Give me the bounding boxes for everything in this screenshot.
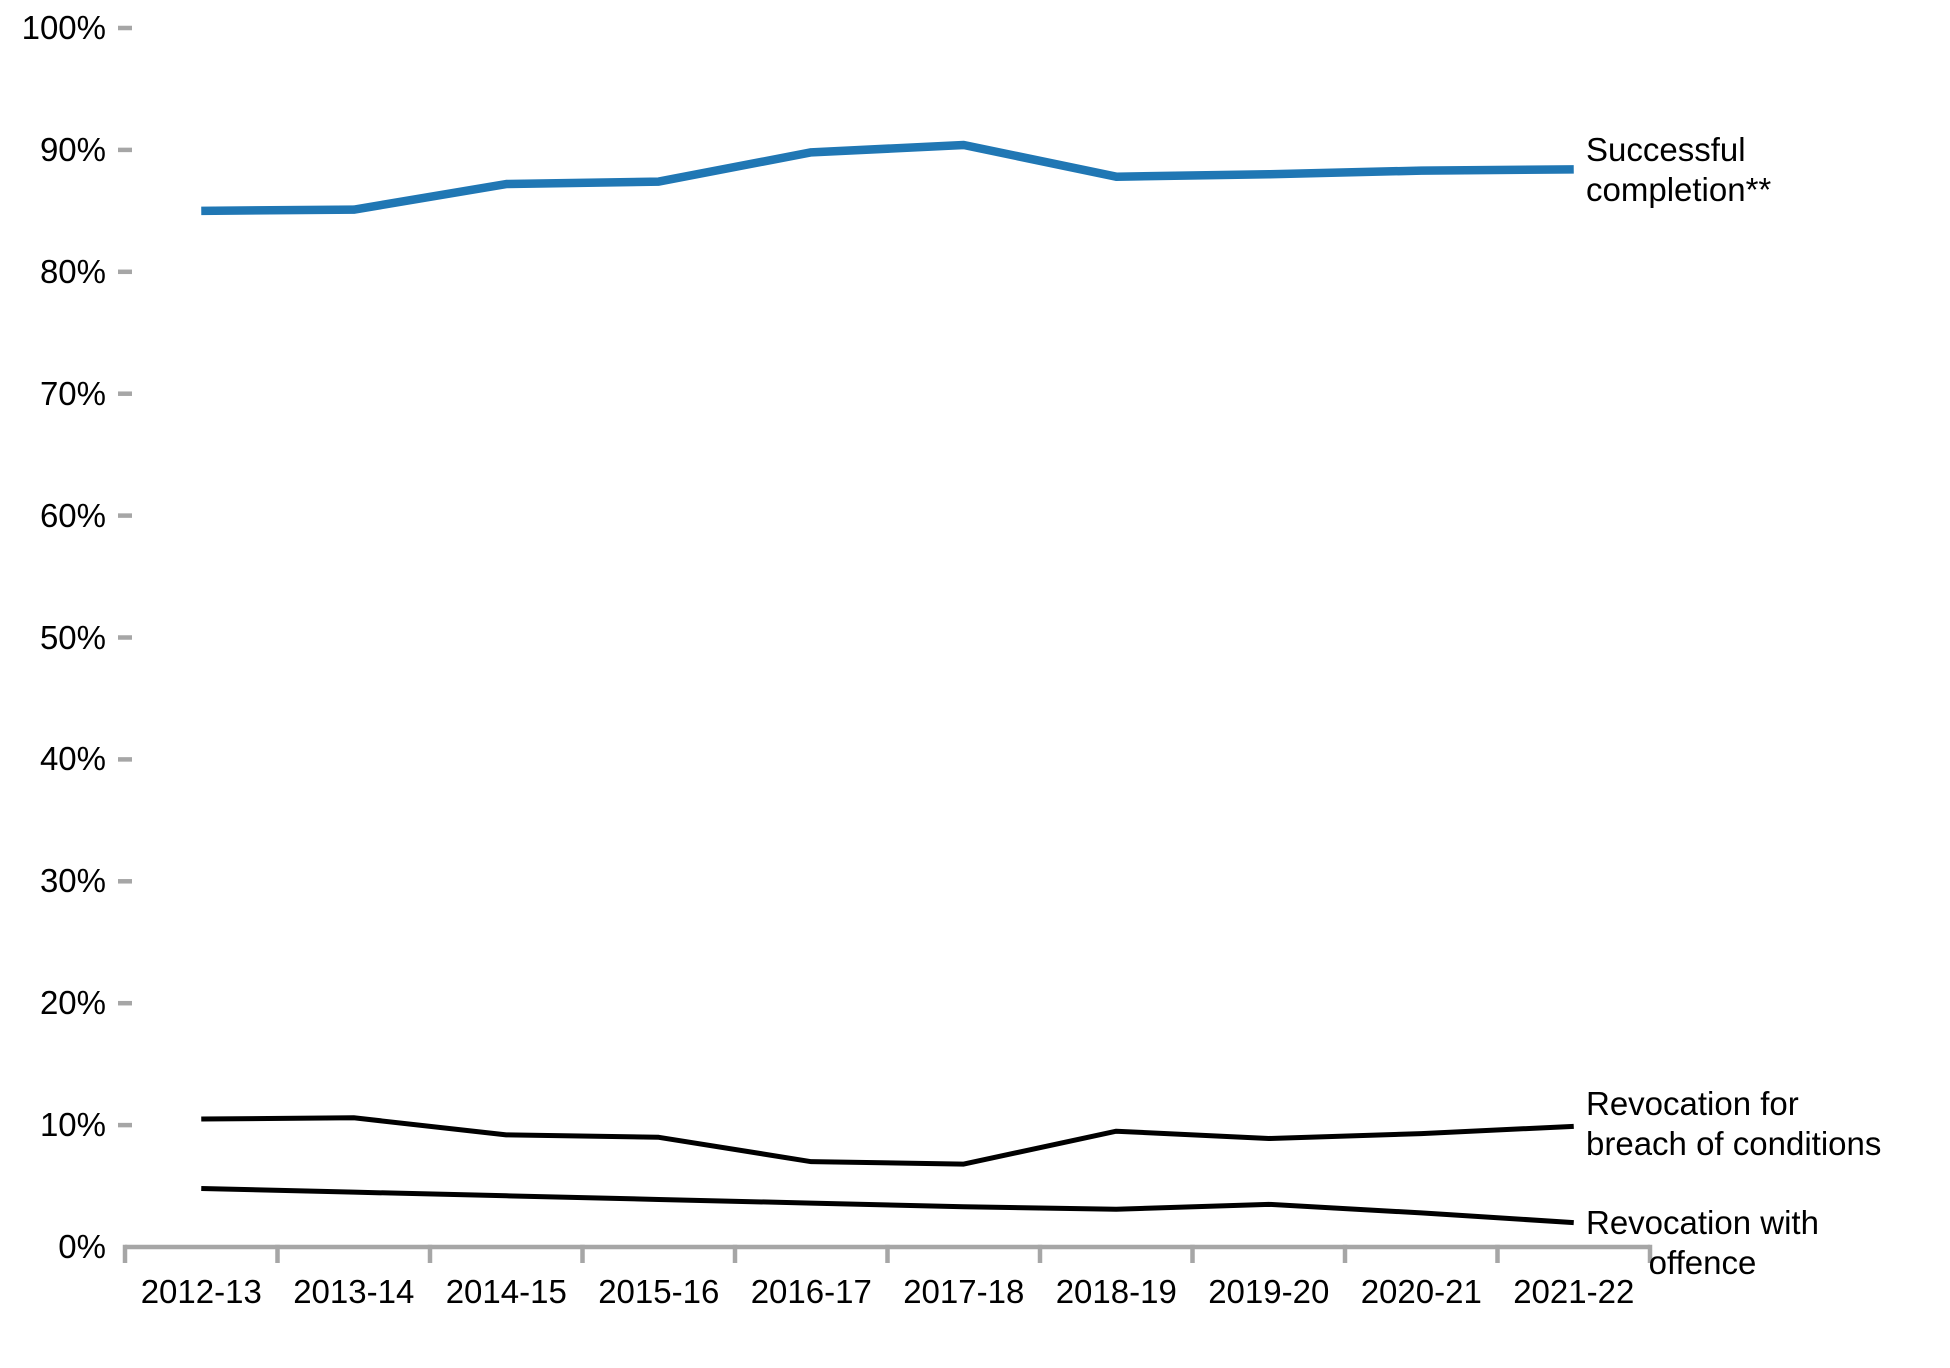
y-axis-tick — [118, 1000, 132, 1006]
x-tick-label-2015-16: 2015-16 — [598, 1273, 720, 1310]
x-tick-label-2017-18: 2017-18 — [903, 1273, 1025, 1310]
y-axis-tick — [118, 147, 132, 153]
x-tick-label-2021-22: 2021-22 — [1513, 1273, 1635, 1310]
y-tick-label-40pct: 40% — [39, 740, 106, 778]
x-tick-label-2018-19: 2018-19 — [1055, 1273, 1177, 1310]
y-axis-tick — [118, 269, 132, 275]
y-axis-tick — [118, 635, 132, 640]
series-line-2 — [201, 1185, 1574, 1226]
y-tick-label-60pct: 60% — [39, 496, 106, 534]
x-tick-label-2019-20: 2019-20 — [1208, 1273, 1330, 1310]
y-tick-label-100pct: 100% — [21, 9, 106, 46]
y-axis-tick — [118, 879, 132, 884]
y-tick-label-90pct: 90% — [39, 130, 106, 168]
y-tick-label-20pct: 20% — [39, 984, 106, 1022]
x-tick-label-2016-17: 2016-17 — [750, 1273, 872, 1310]
x-tick-label-2012-13: 2012-13 — [140, 1273, 262, 1310]
series-label-revocation-breach: Revocation for breach of conditions — [1586, 1085, 1882, 1162]
y-axis-tick — [118, 391, 132, 396]
y-axis-tick — [118, 757, 132, 762]
y-tick-label-70pct: 70% — [39, 374, 106, 412]
y-axis-tick — [118, 1122, 132, 1128]
x-tick-label-2020-21: 2020-21 — [1360, 1273, 1482, 1310]
x-tick-label-2013-14: 2013-14 — [293, 1273, 415, 1310]
y-tick-label-80pct: 80% — [39, 252, 106, 290]
y-tick-label-50pct: 50% — [39, 618, 106, 656]
series-label-revocation-offence: Revocation with offence — [1586, 1204, 1819, 1281]
y-axis-tick — [118, 25, 132, 31]
y-tick-label-30pct: 30% — [39, 862, 106, 900]
y-tick-label-10pct: 10% — [39, 1106, 106, 1144]
series-line-0 — [201, 140, 1574, 216]
series-line-1 — [201, 1115, 1574, 1167]
y-tick-label-0pct: 0% — [58, 1228, 106, 1265]
y-axis-tick — [118, 513, 132, 518]
x-tick-label-2014-15: 2014-15 — [445, 1273, 567, 1310]
series-label-successful-completion: Successful completion** — [1586, 131, 1772, 208]
